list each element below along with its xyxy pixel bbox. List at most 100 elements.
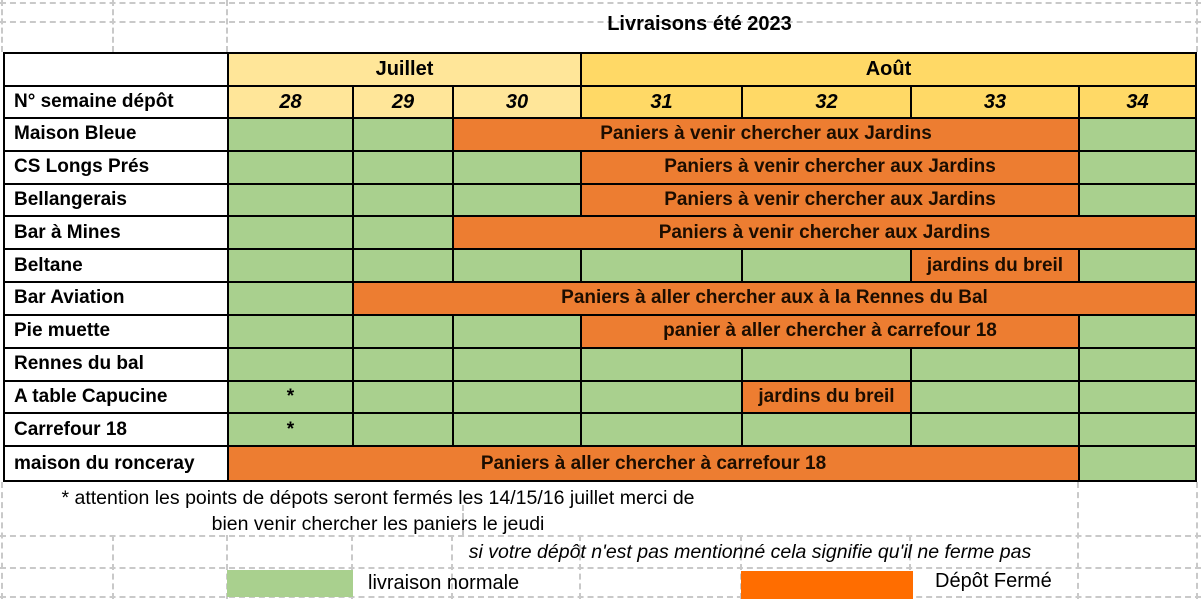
closed-cell[interactable]: Paniers à venir chercher aux Jardins: [454, 217, 1195, 251]
closed-cell[interactable]: panier à aller chercher à carrefour 18: [582, 315, 1080, 349]
delivery-cell[interactable]: [354, 315, 454, 349]
delivery-cell[interactable]: [354, 184, 454, 218]
delivery-cell[interactable]: [912, 381, 1080, 415]
schedule-table: Juillet Août N° semaine dépôt 28 29 30 31 32 33 3…: [3, 52, 1197, 482]
closed-cell[interactable]: Paniers à aller chercher à carrefour 18: [229, 447, 1080, 480]
dashed-line-vertical: [112, 535, 114, 599]
delivery-cell[interactable]: [1080, 381, 1195, 415]
dashed-line-vertical: [1196, 482, 1198, 599]
dashed-line-vertical: [451, 535, 453, 599]
delivery-cell[interactable]: [354, 250, 454, 284]
depot-label[interactable]: Bar Aviation: [5, 283, 229, 316]
depot-label[interactable]: Pie muette: [5, 315, 229, 349]
week-number-28[interactable]: 28: [229, 87, 354, 119]
delivery-cell[interactable]: [354, 348, 454, 382]
dashed-line-vertical: [1, 482, 3, 599]
depot-label[interactable]: CS Longs Prés: [5, 151, 229, 185]
depot-label[interactable]: maison du ronceray: [5, 447, 229, 480]
dashed-line-vertical: [1077, 482, 1079, 599]
delivery-cell[interactable]: [229, 151, 354, 185]
delivery-cell[interactable]: [1080, 414, 1195, 448]
delivery-cell[interactable]: [454, 414, 582, 448]
delivery-cell[interactable]: [743, 414, 912, 448]
delivery-cell[interactable]: [912, 414, 1080, 448]
delivery-cell[interactable]: [354, 414, 454, 448]
dashed-line-horizontal: [0, 535, 1201, 537]
dashed-line-vertical: [226, 0, 228, 52]
legend-swatch-normal: [227, 570, 353, 597]
delivery-cell[interactable]: [1080, 119, 1195, 152]
month-header-juillet[interactable]: Juillet: [229, 54, 582, 87]
week-number-29[interactable]: 29: [354, 87, 454, 119]
dashed-line-vertical: [1196, 0, 1198, 52]
week-header-label[interactable]: N° semaine dépôt: [5, 87, 229, 119]
delivery-cell[interactable]: [354, 119, 454, 152]
dashed-line-horizontal: [0, 21, 1201, 23]
delivery-cell[interactable]: [454, 348, 582, 382]
delivery-cell[interactable]: [354, 381, 454, 415]
closed-cell[interactable]: Paniers à venir chercher aux Jardins: [582, 184, 1080, 218]
week-number-30[interactable]: 30: [454, 87, 582, 119]
week-number-31[interactable]: 31: [582, 87, 743, 119]
closed-cell[interactable]: Paniers à venir chercher aux Jardins: [454, 119, 1080, 152]
delivery-cell[interactable]: [912, 348, 1080, 382]
corner-cell[interactable]: [5, 54, 229, 87]
dashed-line-vertical: [226, 535, 228, 599]
legend-label-normal: livraison normale: [368, 572, 520, 594]
depot-label[interactable]: A table Capucine: [5, 381, 229, 415]
delivery-cell[interactable]: [1080, 315, 1195, 349]
month-header-août[interactable]: Août: [582, 54, 1195, 87]
dashed-line-vertical: [112, 0, 114, 52]
delivery-cell[interactable]: [229, 119, 354, 152]
page-title: Livraisons été 2023: [607, 13, 792, 35]
delivery-cell[interactable]: [229, 348, 354, 382]
delivery-cell[interactable]: *: [229, 414, 354, 448]
depot-label[interactable]: Carrefour 18: [5, 414, 229, 448]
depot-label[interactable]: Bellangerais: [5, 184, 229, 218]
delivery-cell[interactable]: [582, 348, 743, 382]
delivery-cell[interactable]: [743, 348, 912, 382]
delivery-cell[interactable]: [743, 250, 912, 284]
delivery-cell[interactable]: [454, 151, 582, 185]
depot-label[interactable]: Rennes du bal: [5, 348, 229, 382]
delivery-cell[interactable]: [1080, 250, 1195, 284]
closed-cell[interactable]: Paniers à venir chercher aux Jardins: [582, 151, 1080, 185]
delivery-cell[interactable]: [229, 250, 354, 284]
delivery-cell[interactable]: [454, 184, 582, 218]
delivery-cell[interactable]: [454, 381, 582, 415]
dashed-line-vertical: [351, 535, 353, 599]
delivery-cell[interactable]: [454, 250, 582, 284]
closed-cell[interactable]: jardins du breil: [743, 381, 912, 415]
delivery-cell[interactable]: [229, 184, 354, 218]
dashed-line-vertical: [1, 0, 3, 52]
delivery-cell[interactable]: [1080, 151, 1195, 185]
delivery-cell[interactable]: [229, 217, 354, 251]
week-number-34[interactable]: 34: [1080, 87, 1195, 119]
delivery-cell[interactable]: [229, 315, 354, 349]
delivery-cell[interactable]: [229, 283, 354, 316]
closed-cell[interactable]: jardins du breil: [912, 250, 1080, 284]
closed-cell[interactable]: Paniers à aller chercher aux à la Rennes…: [354, 283, 1195, 316]
delivery-cell[interactable]: [354, 217, 454, 251]
dashed-line-horizontal: [0, 596, 1201, 598]
delivery-cell[interactable]: [1080, 184, 1195, 218]
week-number-32[interactable]: 32: [743, 87, 912, 119]
legend-label-closed: Dépôt Fermé: [935, 570, 1052, 592]
delivery-cell[interactable]: *: [229, 381, 354, 415]
depot-label[interactable]: Beltane: [5, 250, 229, 284]
delivery-cell[interactable]: [1080, 348, 1195, 382]
delivery-cell[interactable]: [1080, 447, 1195, 480]
week-number-33[interactable]: 33: [912, 87, 1080, 119]
delivery-cell[interactable]: [354, 151, 454, 185]
delivery-cell[interactable]: [454, 315, 582, 349]
footnote: * attention les points de dépots seront …: [8, 485, 748, 537]
dashed-line-vertical: [909, 535, 911, 599]
delivery-cell[interactable]: [582, 250, 743, 284]
depot-label[interactable]: Bar à Mines: [5, 217, 229, 251]
delivery-cell[interactable]: [582, 381, 743, 415]
dashed-line-vertical: [579, 535, 581, 599]
delivery-cell[interactable]: [582, 414, 743, 448]
depot-label[interactable]: Maison Bleue: [5, 119, 229, 152]
note-italic: si votre dépôt n'est pas mentionné cela …: [468, 541, 1032, 563]
